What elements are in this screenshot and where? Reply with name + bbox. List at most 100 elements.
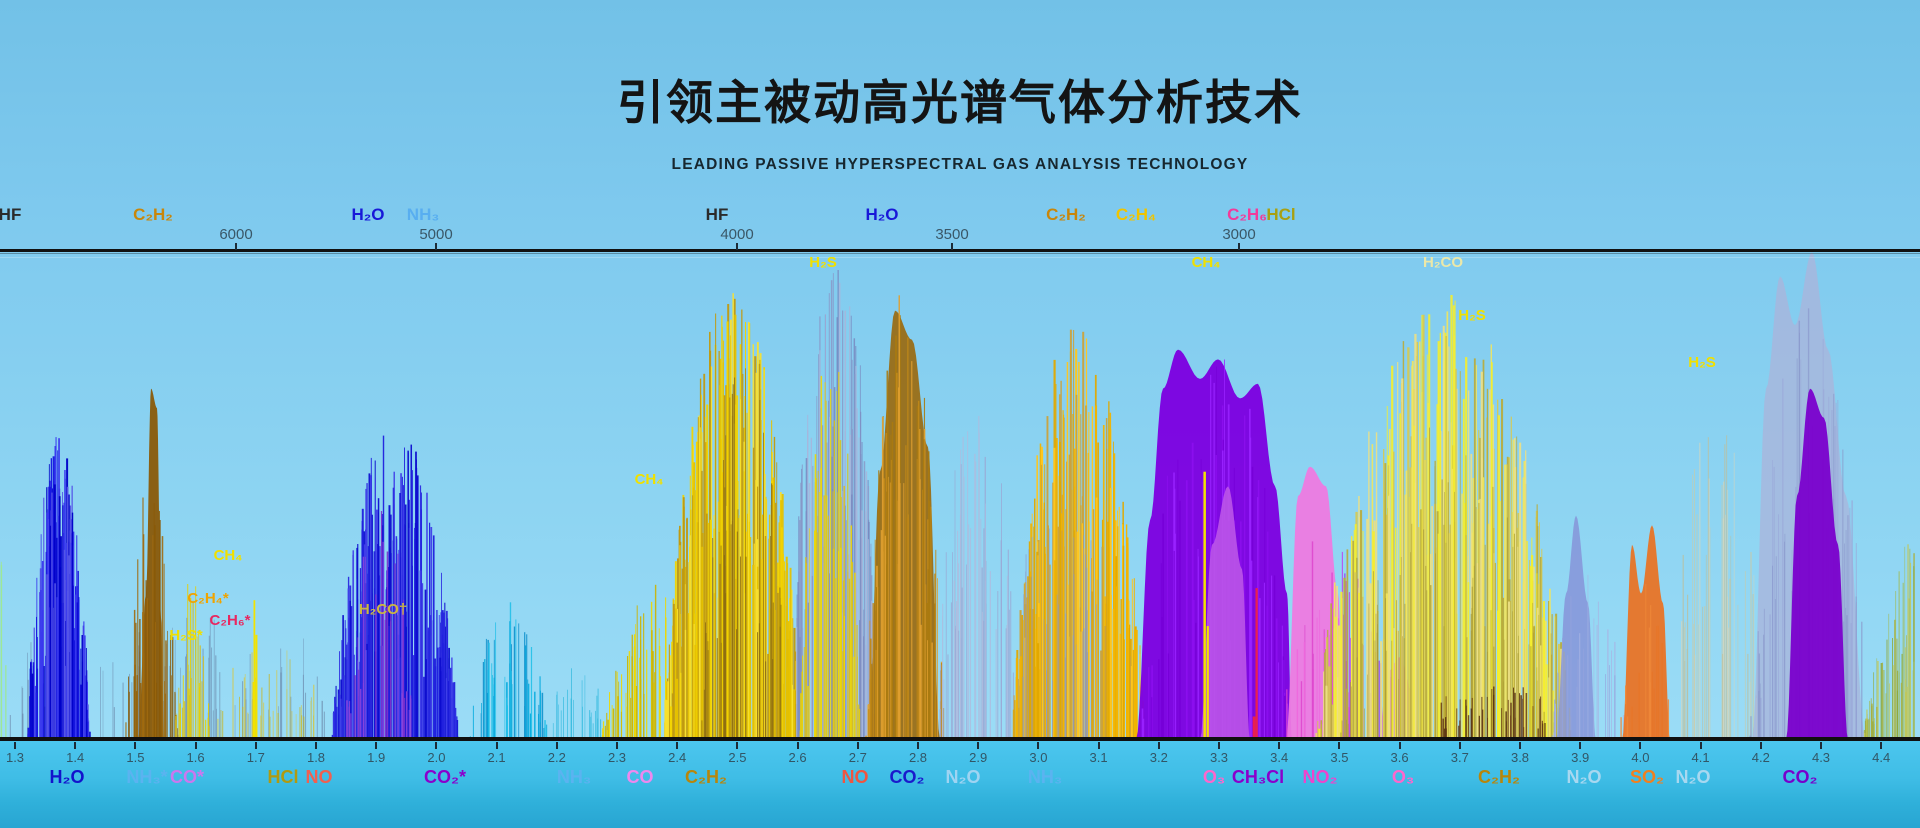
gas-band-label-bottom: N₂O: [945, 767, 981, 787]
bottom-axis-tick: [1579, 742, 1582, 749]
bottom-axis-tick-label: 2.4: [668, 750, 687, 765]
bottom-axis-tick: [616, 742, 618, 749]
spectral-band-yellow-1.6: [175, 584, 210, 740]
gas-band-label-bottom: NH₃: [556, 767, 592, 787]
bottom-axis-tick-label: 2.2: [547, 750, 566, 765]
bottom-axis-tick: [856, 742, 859, 749]
bottom-axis-tick: [1037, 742, 1040, 749]
bottom-axis-tick: [1398, 742, 1401, 749]
gas-band-label-bottom: N₂O: [1566, 767, 1602, 787]
top-axis-tick-label: 6000: [219, 226, 253, 243]
bottom-axis-tick-label: 2.7: [848, 750, 867, 765]
top-axis-tick-label: 5000: [419, 226, 453, 243]
top-axis-tick-label: 3000: [1222, 226, 1256, 243]
gas-band-label-inplot: CH₄: [1191, 254, 1221, 271]
gas-band-label-bottom: H₂O: [49, 767, 85, 787]
gas-band-label-top: C₂H₄: [1115, 205, 1157, 224]
bottom-axis-tick: [194, 742, 197, 749]
bottom-axis-tick: [676, 742, 679, 749]
spectral-band-pale-3.95: [1681, 435, 1757, 740]
gas-band-label-top: C₂H₂: [1046, 205, 1086, 224]
bottom-axis-tick-label: 3.1: [1089, 750, 1108, 765]
bottom-axis-tick-label: 1.4: [66, 750, 85, 765]
bottom-axis-tick: [1759, 742, 1762, 749]
top-axis-shadow: [0, 253, 1920, 254]
spectral-band-olive-3.7: [1340, 455, 1560, 740]
background-band: [0, 257, 1920, 258]
page-subtitle: LEADING PASSIVE HYPERSPECTRAL GAS ANALYS…: [671, 156, 1249, 173]
bottom-axis-tick-label: 4.2: [1751, 750, 1770, 765]
page-title: 引领主被动高光谱气体分析技术: [617, 76, 1303, 129]
gas-band-label-bottom: C₂H₂: [685, 767, 727, 787]
gas-band-label-inplot: H₂CO: [1423, 254, 1463, 271]
bottom-axis-tick-label: 4.0: [1631, 750, 1650, 765]
bottom-axis-tick-label: 1.7: [246, 750, 265, 765]
spectral-band-yellow-spike-1.7: [252, 600, 258, 740]
spectral-band-cyan-2.2: [469, 602, 548, 740]
gas-band-label-bottom: CO₂: [889, 767, 925, 787]
spectral-band-khaki-1.7: [217, 650, 315, 740]
bottom-axis-line: [0, 737, 1920, 741]
gas-band-label-bottom: C₂H₂: [1478, 767, 1520, 787]
spectral-band-left-green-edge: [0, 561, 7, 740]
bottom-axis-tick: [74, 742, 77, 749]
gas-band-label-top: C₂H₆: [1227, 205, 1267, 224]
bottom-axis-tick-label: 4.3: [1811, 750, 1831, 765]
gas-band-label-bottom: HCl: [267, 767, 299, 787]
top-axis-tick: [736, 243, 738, 250]
gas-band-label-inplot: H₂S: [1458, 307, 1486, 324]
gas-band-label-top: HF: [0, 205, 22, 224]
bottom-axis-tick: [1338, 742, 1341, 749]
gas-band-label-bottom: CO: [626, 767, 654, 787]
bottom-axis-tick-label: 2.8: [908, 750, 928, 765]
bottom-axis-tick: [1820, 742, 1822, 749]
bottom-axis-tick: [977, 742, 980, 749]
bottom-axis-tick: [254, 742, 257, 749]
spectral-band-brown-lines-1.5: [124, 497, 179, 740]
bottom-axis-tick: [1519, 742, 1521, 749]
gas-band-label-inplot: H₂S*: [169, 627, 203, 644]
top-axis-tick: [951, 243, 953, 250]
bottom-axis-tick: [134, 742, 137, 749]
bottom-axis-tick-label: 3.5: [1330, 750, 1349, 765]
gas-band-label-bottom: O₃: [1391, 767, 1415, 787]
gas-band-label-inplot: H₂S: [809, 254, 837, 271]
bottom-axis-tick-label: 3.9: [1571, 750, 1590, 765]
spectral-band-periwinkle-blob: [1556, 515, 1596, 740]
spectral-band-periwinkle-lines: [1551, 574, 1625, 740]
gas-band-label-inplot: CH₄: [213, 547, 243, 564]
spectral-band-gold-3.1: [1012, 329, 1146, 740]
gas-band-label-bottom: CH₃Cl: [1231, 767, 1285, 787]
bottom-axis-tick: [736, 742, 739, 749]
gas-band-label-top: HF: [705, 205, 729, 224]
bottom-axis-tick-label: 2.5: [728, 750, 747, 765]
gas-band-label-top: HCl: [1266, 205, 1296, 224]
bottom-axis-tick: [1458, 742, 1461, 749]
bottom-axis-tick-label: 3.2: [1149, 750, 1168, 765]
spectral-band-c2h2-brown-block: [138, 388, 164, 740]
bottom-axis-tick: [315, 742, 317, 749]
spectral-band-maroon-stubs: [1440, 686, 1546, 740]
gas-band-label-bottom: CO*: [169, 767, 205, 787]
spectral-band-yellow-2.35: [599, 584, 667, 740]
bottom-axis-tick: [495, 742, 498, 749]
top-axis-tick-label: 4000: [720, 226, 754, 243]
bottom-axis-tick-label: 3.4: [1270, 750, 1289, 765]
gas-band-label-bottom: SO₂: [1629, 767, 1665, 787]
gas-band-label-inplot: H₂CO†: [358, 601, 408, 618]
bottom-axis-tick: [1699, 742, 1702, 749]
gas-band-label-bottom: O₃: [1202, 767, 1226, 787]
bottom-axis-tick: [1157, 742, 1160, 749]
gas-band-label-bottom: CO₂: [1782, 767, 1818, 787]
gas-band-label-bottom: NH₃: [1027, 767, 1063, 787]
bottom-axis-tick-label: 2.0: [427, 750, 446, 765]
spectral-band-right-khaki: [1862, 544, 1915, 740]
bottom-axis-tick: [375, 742, 378, 749]
bottom-axis-tick-label: 2.6: [788, 750, 807, 765]
gas-band-label-bottom: CO₂*: [423, 767, 467, 787]
gas-band-label-top: H₂O: [351, 205, 385, 224]
bottom-axis-tick-label: 3.3: [1209, 750, 1229, 765]
spectral-band-orchid-sub-blob: [1200, 486, 1250, 740]
gas-band-label-inplot: H₂S: [1688, 354, 1716, 371]
